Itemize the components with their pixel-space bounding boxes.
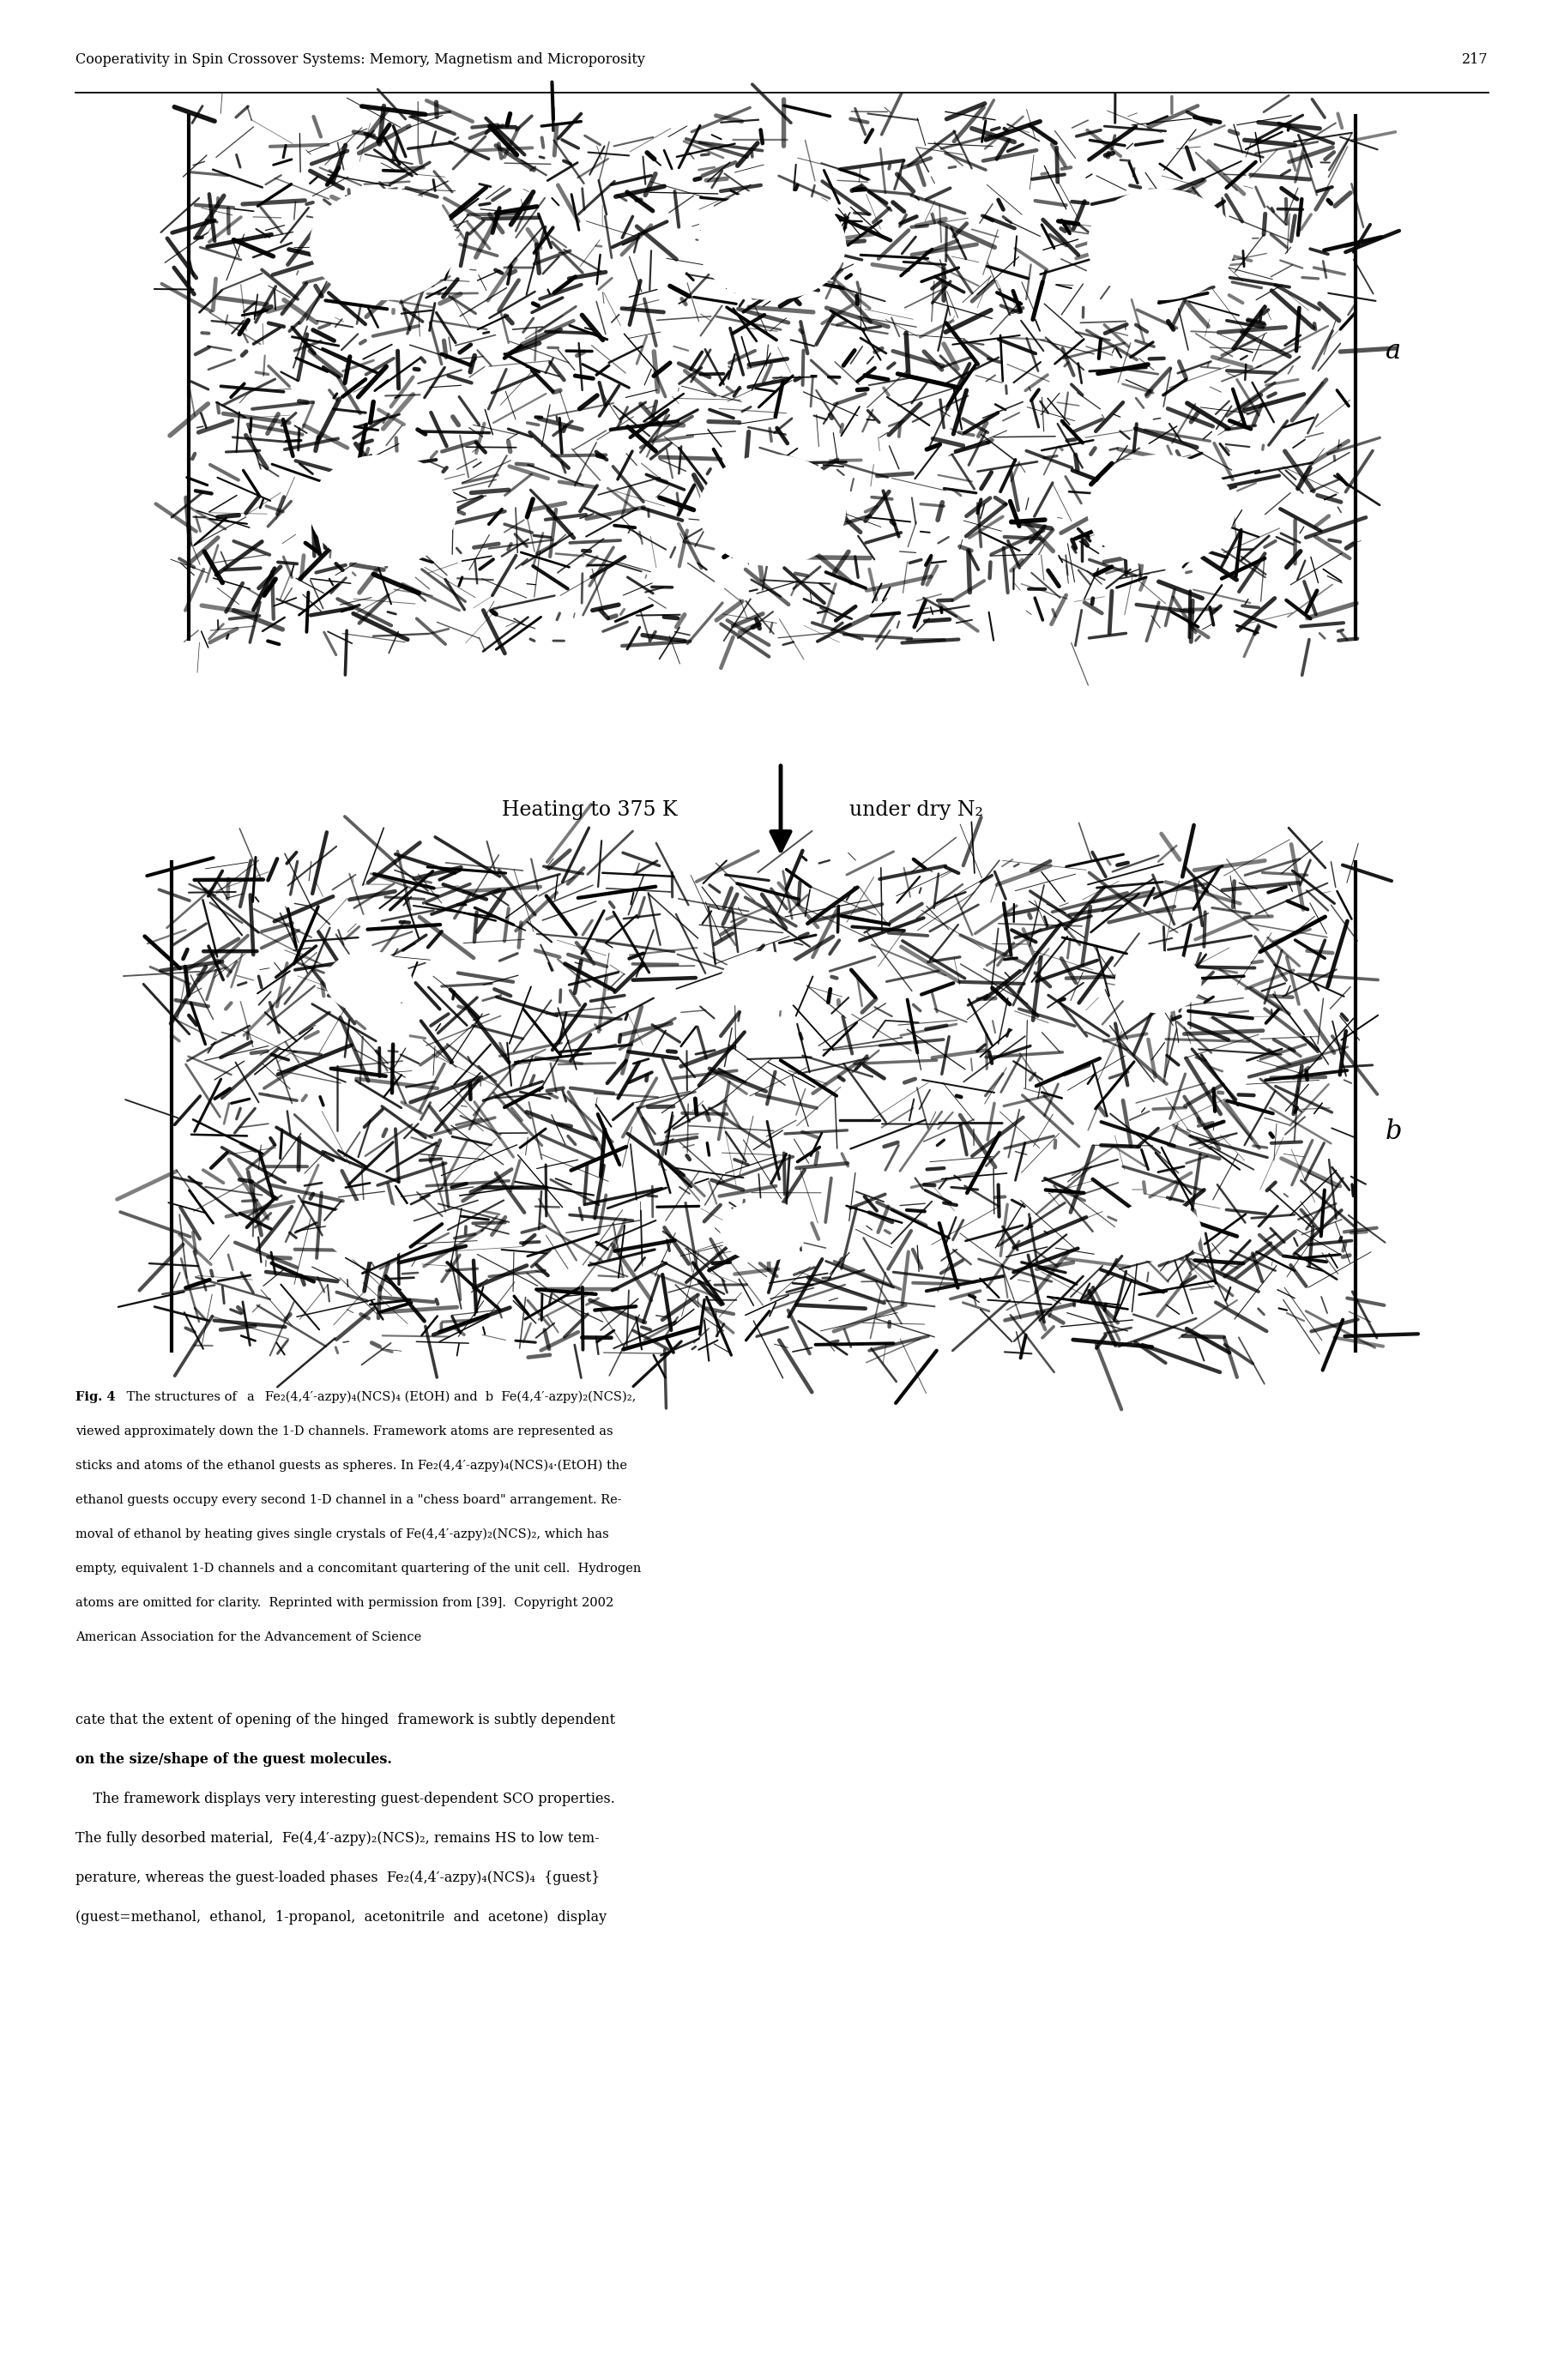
Text: Heating to 375 K: Heating to 375 K bbox=[502, 800, 677, 821]
Text: perature, whereas the guest-loaded phases  Fe₂(4,4′-azpy)₄(NCS)₄  {guest}: perature, whereas the guest-loaded phase… bbox=[75, 1871, 601, 1885]
Text: on the size/shape of the guest molecules.: on the size/shape of the guest molecules… bbox=[75, 1752, 393, 1766]
Text: Fig. 4: Fig. 4 bbox=[75, 1392, 116, 1404]
Ellipse shape bbox=[1115, 1200, 1201, 1261]
Text: (guest=methanol,  ethanol,  1-propanol,  acetonitrile  and  acetone)  display: (guest=methanol, ethanol, 1-propanol, ac… bbox=[75, 1911, 607, 1925]
Ellipse shape bbox=[1115, 952, 1201, 1014]
Text: ethanol guests occupy every second 1-D channel in a "chess board" arrangement. R: ethanol guests occupy every second 1-D c… bbox=[75, 1495, 621, 1507]
Text: under dry N₂: under dry N₂ bbox=[849, 800, 984, 821]
Ellipse shape bbox=[310, 455, 457, 566]
Text: sticks and atoms of the ethanol guests as spheres. In Fe₂(4,4′-azpy)₄(NCS)₄·(EtO: sticks and atoms of the ethanol guests a… bbox=[75, 1459, 627, 1473]
Ellipse shape bbox=[719, 952, 807, 1014]
Text: a: a bbox=[1386, 338, 1401, 364]
Text: The structures of   a   Fe₂(4,4′-azpy)₄(NCS)₄ (EtOH) and  b  Fe(4,4′-azpy)₂(NCS): The structures of a Fe₂(4,4′-azpy)₄(NCS)… bbox=[122, 1392, 637, 1404]
Text: b: b bbox=[1386, 1119, 1403, 1145]
Text: empty, equivalent 1-D channels and a concomitant quartering of the unit cell.  H: empty, equivalent 1-D channels and a con… bbox=[75, 1564, 641, 1576]
Ellipse shape bbox=[310, 188, 457, 300]
Text: The fully desorbed material,  Fe(4,4′-azpy)₂(NCS)₂, remains HS to low tem-: The fully desorbed material, Fe(4,4′-azp… bbox=[75, 1830, 599, 1844]
Ellipse shape bbox=[325, 1200, 413, 1261]
Text: 217: 217 bbox=[1462, 52, 1489, 67]
Text: American Association for the Advancement of Science: American Association for the Advancement… bbox=[75, 1630, 421, 1642]
Ellipse shape bbox=[1087, 455, 1236, 566]
Text: atoms are omitted for clarity.  Reprinted with permission from [39].  Copyright : atoms are omitted for clarity. Reprinted… bbox=[75, 1597, 613, 1609]
Text: viewed approximately down the 1-D channels. Framework atoms are represented as: viewed approximately down the 1-D channe… bbox=[75, 1426, 613, 1438]
Text: cate that the extent of opening of the hinged  framework is subtly dependent: cate that the extent of opening of the h… bbox=[75, 1714, 615, 1728]
Text: The framework displays very interesting guest-dependent SCO properties.: The framework displays very interesting … bbox=[75, 1792, 615, 1806]
Ellipse shape bbox=[1087, 188, 1236, 300]
Ellipse shape bbox=[698, 188, 846, 300]
Ellipse shape bbox=[719, 1200, 807, 1261]
Bar bbox=[189, 112, 1356, 643]
Text: Cooperativity in Spin Crossover Systems: Memory, Magnetism and Microporosity: Cooperativity in Spin Crossover Systems:… bbox=[75, 52, 644, 67]
Text: moval of ethanol by heating gives single crystals of Fe(4,4′-azpy)₂(NCS)₂, which: moval of ethanol by heating gives single… bbox=[75, 1528, 608, 1540]
Bar bbox=[172, 857, 1356, 1354]
Ellipse shape bbox=[325, 952, 413, 1014]
Ellipse shape bbox=[698, 455, 846, 566]
